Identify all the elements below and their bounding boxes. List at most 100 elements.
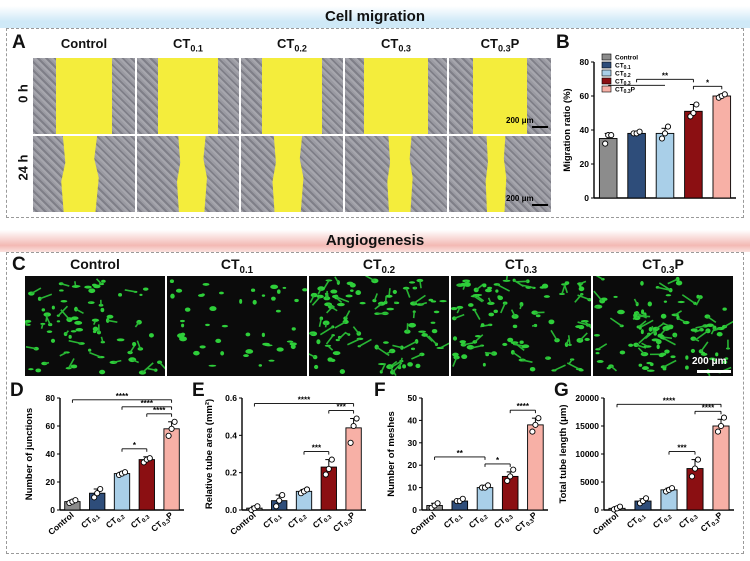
panel-c-header-text-control: Control: [70, 256, 120, 272]
tube-formation-image-ct03p: [593, 276, 733, 376]
panel-c-header-text-ct03: CT0.3: [504, 256, 538, 276]
x-tick-label-ct01: CT0.1: [625, 509, 648, 531]
y-tick-label: 80: [580, 57, 590, 67]
legend-label-ct03: CT0.3: [615, 79, 631, 88]
scratch-gap-area: [387, 136, 413, 212]
bar-ct02: [476, 487, 494, 511]
data-point-ct01: [642, 495, 650, 502]
x-tick-label-ct01: CT0.1: [442, 509, 465, 531]
data-point-ct03: [694, 456, 702, 463]
y-tick-label: 20: [408, 460, 418, 470]
significance-label: ***: [337, 403, 347, 412]
scratch-gap-area: [158, 58, 218, 134]
panel-b-chart: Migration ratio (%) 0 20 40 60 80 * ** Control CT…: [560, 46, 742, 214]
panel-a-header-control: Control: [32, 36, 136, 51]
significance-label: ***: [677, 444, 687, 453]
data-point-ct01: [276, 497, 283, 504]
stained-cells: [169, 279, 307, 367]
row-label-0h: 0 h: [15, 84, 31, 103]
data-point-control: [616, 503, 624, 510]
x-tick-label-ct03p: CT0.3P: [513, 510, 540, 536]
y-axis-label: Relative tube area (mm²): [204, 399, 215, 509]
data-point-ct03: [688, 473, 696, 480]
panel-c-scale-bar-line: [697, 370, 731, 373]
y-tick-label: 40: [580, 125, 590, 135]
y-axis-label: Number of meshes: [386, 411, 397, 497]
bar-ct03: [138, 459, 155, 511]
panel-letter-a: A: [12, 32, 26, 53]
data-point-ct02: [658, 135, 666, 142]
legend-swatch-ct01: [601, 61, 612, 69]
data-point-ct03: [693, 101, 700, 108]
panel-c-header-ct01: CT0.1: [166, 256, 308, 276]
legend-swatch-ct02: [601, 69, 612, 77]
x-tick-label-ct01: CT0.1: [79, 509, 102, 531]
significance-label: ****: [517, 402, 530, 411]
stained-cells: [309, 276, 449, 376]
migration-image-ct01-24h: [137, 136, 239, 212]
significance-label: ****: [298, 396, 311, 405]
data-point-ct03: [507, 473, 514, 480]
data-point-ct03p: [529, 428, 536, 435]
data-point-ct03p: [717, 422, 725, 430]
bar-ct03p: [712, 95, 732, 199]
panel-e-chart: Relative tube area (mm²) 0.0 0.2 0.4 0.6 Cont…: [202, 388, 374, 552]
scratch-gap-area: [364, 58, 428, 134]
bar-ct01: [627, 132, 646, 199]
panel-c-header-text-ct03p: CT0.3P: [642, 256, 684, 276]
bar-ct02: [113, 473, 131, 511]
scale-bar-line: [532, 204, 548, 206]
y-tick-label: 40: [46, 449, 56, 459]
angiogenesis-title: Angiogenesis: [325, 232, 425, 249]
row-label-24h: 24 h: [15, 154, 31, 181]
legend-label-ct02: CT0.2: [615, 71, 631, 80]
panel-f-chart: Number of meshes 0 10 20 30 40 50 Control CT0.1 C…: [384, 388, 556, 552]
legend-label-ct03p: CT0.3P: [615, 87, 636, 96]
panel-a-header-text-ct03: CT0.3: [381, 36, 411, 54]
y-tick-label: 10000: [575, 449, 599, 459]
data-point-control: [602, 140, 609, 147]
significance-label: ***: [312, 444, 322, 453]
panel-d-chart: Number of junctions 0 20 40 60 80 Control CT0.1…: [22, 388, 192, 552]
bar-ct03p: [163, 428, 180, 511]
data-point-ct03: [690, 109, 697, 117]
x-tick-label-ct02: CT0.2: [104, 509, 127, 531]
y-tick-label: 20: [580, 159, 590, 169]
data-point-ct03: [691, 465, 699, 472]
y-tick-label: 0: [584, 193, 589, 203]
bar-ct03p: [345, 427, 362, 511]
migration-image-control-24h: [33, 136, 135, 212]
y-tick-label: 60: [580, 91, 590, 101]
data-point-ct03p: [168, 425, 175, 432]
significance-label: ****: [141, 399, 154, 408]
scratch-gap-area: [473, 58, 527, 134]
panel-c-header-text-ct02: CT0.2: [362, 256, 396, 276]
migration-image-ct03-24h: [345, 136, 447, 212]
data-point-ct03p: [171, 418, 178, 425]
panel-c-header-control: Control: [24, 256, 166, 272]
x-tick-label-ct02: CT0.2: [651, 509, 674, 531]
bar-ct03: [686, 468, 704, 511]
x-tick-label-ct02: CT0.2: [467, 509, 490, 531]
x-tick-label-ct03p: CT0.3P: [331, 510, 358, 536]
data-point-ct03p: [714, 428, 722, 435]
migration-ratio-chart: Migration ratio (%)020406080***ControlCT…: [562, 53, 736, 203]
y-axis-label: Number of junctions: [24, 408, 35, 500]
y-tick-label: 0.2: [225, 468, 237, 478]
migration-image-control-0h: [33, 58, 135, 134]
x-tick-label-ct03: CT0.3: [677, 509, 700, 531]
legend-label-control: Control: [615, 55, 638, 62]
legend-swatch-ct03p: [601, 85, 612, 93]
panel-a-header-text-ct02: CT0.2: [277, 36, 307, 54]
scale-bar-label-0h: 200 μm: [506, 116, 534, 125]
bar-ct02: [655, 132, 675, 199]
y-axis-label: Total tube length (μm): [558, 404, 569, 503]
data-point-control: [72, 497, 79, 504]
migration-image-ct03-0h: [345, 58, 447, 134]
migration-image-ct02-0h: [241, 58, 343, 134]
panel-letter-d: D: [10, 380, 24, 401]
y-tick-label: 0: [50, 505, 55, 515]
stained-cells: [593, 276, 733, 376]
